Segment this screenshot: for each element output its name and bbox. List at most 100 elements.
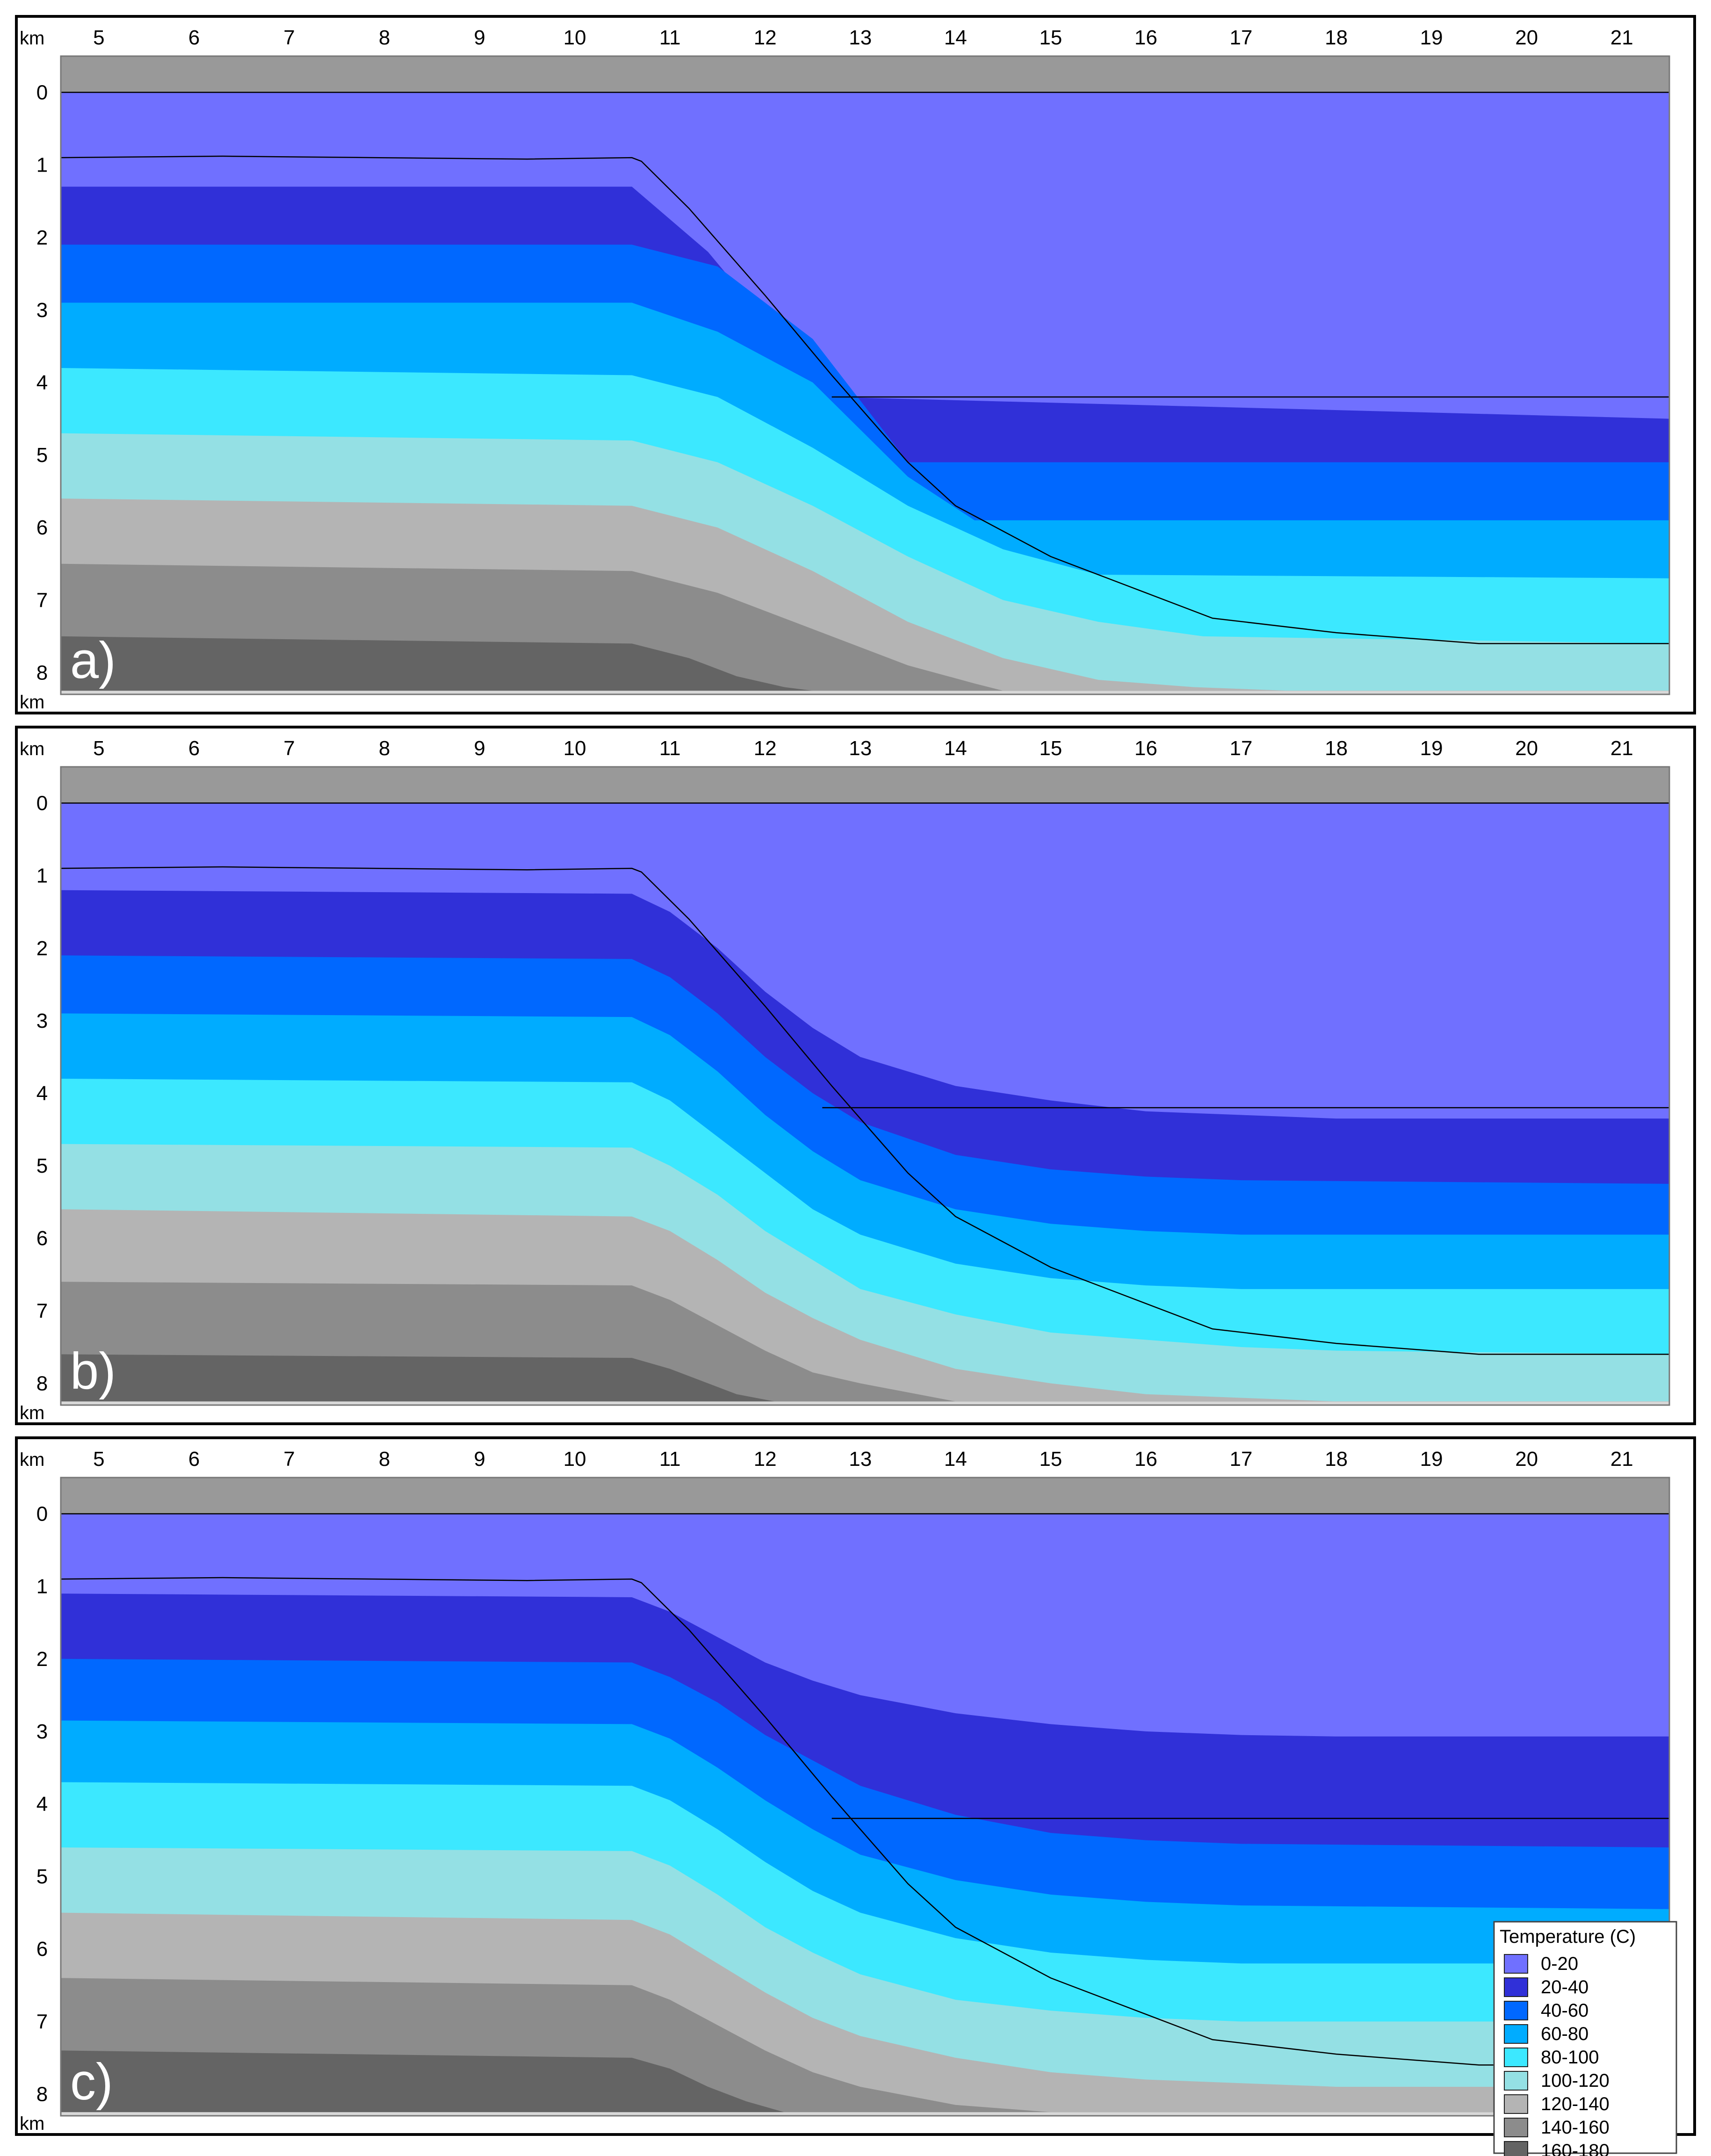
x-tick-label: 5 [93,1448,104,1471]
x-tick-label: 14 [944,26,967,49]
legend-item-label: 20-40 [1541,1977,1588,1997]
y-unit-label: km [20,1403,44,1423]
x-tick-label: 17 [1230,1448,1253,1471]
x-tick-label: 12 [754,26,777,49]
legend-item-label: 80-100 [1541,2047,1599,2068]
surface-line [61,155,1669,644]
surface-line [61,1577,1669,2066]
x-tick-label: 15 [1039,737,1062,760]
legend-item-label: 120-140 [1541,2094,1610,2114]
y-tick-label: 1 [36,1575,48,1598]
x-tick-label: 20 [1515,1448,1538,1471]
legend-swatch [1504,1977,1528,1997]
x-tick-label: 8 [379,737,390,760]
y-tick-label: 2 [36,937,48,960]
y-tick-label: 4 [36,371,48,394]
plot-border [60,766,1670,1406]
y-tick-label: 2 [36,226,48,249]
x-tick-label: 5 [93,26,104,49]
x-tick-label: 6 [188,26,200,49]
panel-3: 5 6 7 8 9 10 11 12 13 14 15 16 17 18 19 20 21kmkm0123456… [15,1436,1696,2136]
legend-item-label: 0-20 [1541,1954,1578,1974]
x-tick-label: 16 [1134,1448,1157,1471]
x-tick-label: 21 [1610,737,1633,760]
plot-area [61,1513,1669,2116]
y-tick-label: 8 [36,2083,48,2106]
y-tick-label: 7 [36,2010,48,2033]
x-tick-label: 14 [944,1448,967,1471]
legend-swatch [1504,2071,1528,2091]
y-tick-label: 5 [36,1865,48,1888]
x-tick-label: 17 [1230,737,1253,760]
legend-swatch [1504,1954,1528,1974]
y-tick-label: 8 [36,661,48,684]
x-tick-label: 9 [474,737,485,760]
x-tick-label: 6 [188,1448,200,1471]
x-tick-label: 15 [1039,26,1062,49]
y-tick-label: 4 [36,1082,48,1105]
x-tick-label: 12 [754,1448,777,1471]
layer-160-180 [61,2050,1669,2116]
plot-border [60,1477,1670,2117]
legend-swatch [1504,2118,1528,2137]
y-tick-label: 6 [36,516,48,539]
legend-swatch [1504,2094,1528,2114]
y-tick-label: 7 [36,589,48,612]
x-tick-label: 5 [93,737,104,760]
x-tick-label: 7 [283,26,295,49]
y-tick-label: 0 [36,792,48,815]
y-tick-label: 1 [36,865,48,887]
x-tick-label: 21 [1610,1448,1633,1471]
x-tick-label: 6 [188,737,200,760]
legend-item-label: 60-80 [1541,2024,1588,2044]
model-base [61,1401,1669,1405]
legend-title: Temperature (C) [1500,1926,1636,1947]
y-tick-label: 0 [36,1503,48,1526]
y-tick-label: 2 [36,1648,48,1671]
model-base [61,691,1669,694]
x-tick-label: 13 [849,26,872,49]
x-tick-label: 18 [1325,1448,1348,1471]
x-unit-label: km [20,1449,44,1470]
x-tick-label: 20 [1515,737,1538,760]
legend-item-label: 160-180 [1541,2141,1610,2156]
x-tick-label: 9 [474,26,485,49]
x-tick-label: 15 [1039,1448,1062,1471]
y-tick-label: 3 [36,1720,48,1743]
y-tick-label: 0 [36,81,48,104]
x-tick-label: 8 [379,26,390,49]
x-tick-label: 13 [849,1448,872,1471]
y-tick-label: 5 [36,1154,48,1177]
x-tick-label: 19 [1420,1448,1443,1471]
model-base [61,2112,1669,2116]
x-tick-label: 20 [1515,26,1538,49]
y-tick-label: 7 [36,1299,48,1322]
legend-item-label: 40-60 [1541,2000,1588,2021]
y-tick-label: 3 [36,1009,48,1032]
x-unit-label: km [20,739,44,759]
y-unit-label: km [20,692,44,713]
x-tick-label: 9 [474,1448,485,1471]
x-tick-label: 12 [754,737,777,760]
legend-swatch [1504,2024,1528,2044]
y-tick-label: 1 [36,154,48,177]
x-tick-label: 13 [849,737,872,760]
x-tick-label: 7 [283,737,295,760]
y-tick-label: 5 [36,444,48,467]
x-tick-label: 19 [1420,737,1443,760]
x-tick-label: 17 [1230,26,1253,49]
x-tick-label: 16 [1134,26,1157,49]
legend-swatch [1504,2141,1528,2156]
x-tick-label: 10 [563,737,586,760]
x-unit-label: km [20,28,44,49]
y-unit-label: km [20,2113,44,2134]
panel-2: 5 6 7 8 9 10 11 12 13 14 15 16 17 18 19 20 21kmkm0123456… [15,726,1696,1425]
x-tick-label: 18 [1325,26,1348,49]
plot-border [60,55,1670,695]
panel-label: a) [70,632,116,689]
x-tick-label: 21 [1610,26,1633,49]
y-tick-label: 8 [36,1372,48,1395]
x-tick-label: 18 [1325,737,1348,760]
